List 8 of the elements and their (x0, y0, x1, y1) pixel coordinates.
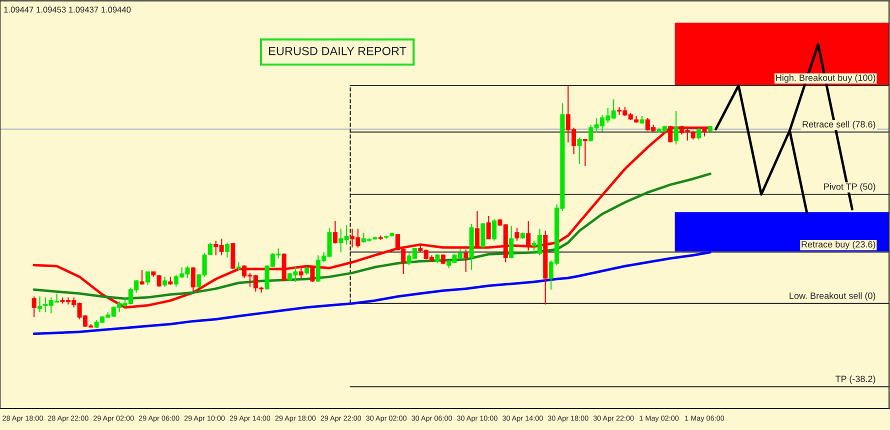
ref-line-label: Retrace buy (23.6) (802, 240, 876, 250)
ref-line-label: Pivot TP (50) (824, 183, 876, 192)
ref-line-label: TP (-38.2) (836, 375, 876, 384)
ref-line-label: Retrace sell (78.6) (802, 120, 876, 130)
ref-line-label: High. Breakout buy (100) (776, 74, 876, 83)
ref-line-label: Low. Breakout sell (0) (790, 292, 876, 301)
text: 1.09447 1.09453 1.09437 1.09440 (4, 6, 131, 13)
chart-title: EURUSD DAILY REPORT (269, 46, 406, 56)
